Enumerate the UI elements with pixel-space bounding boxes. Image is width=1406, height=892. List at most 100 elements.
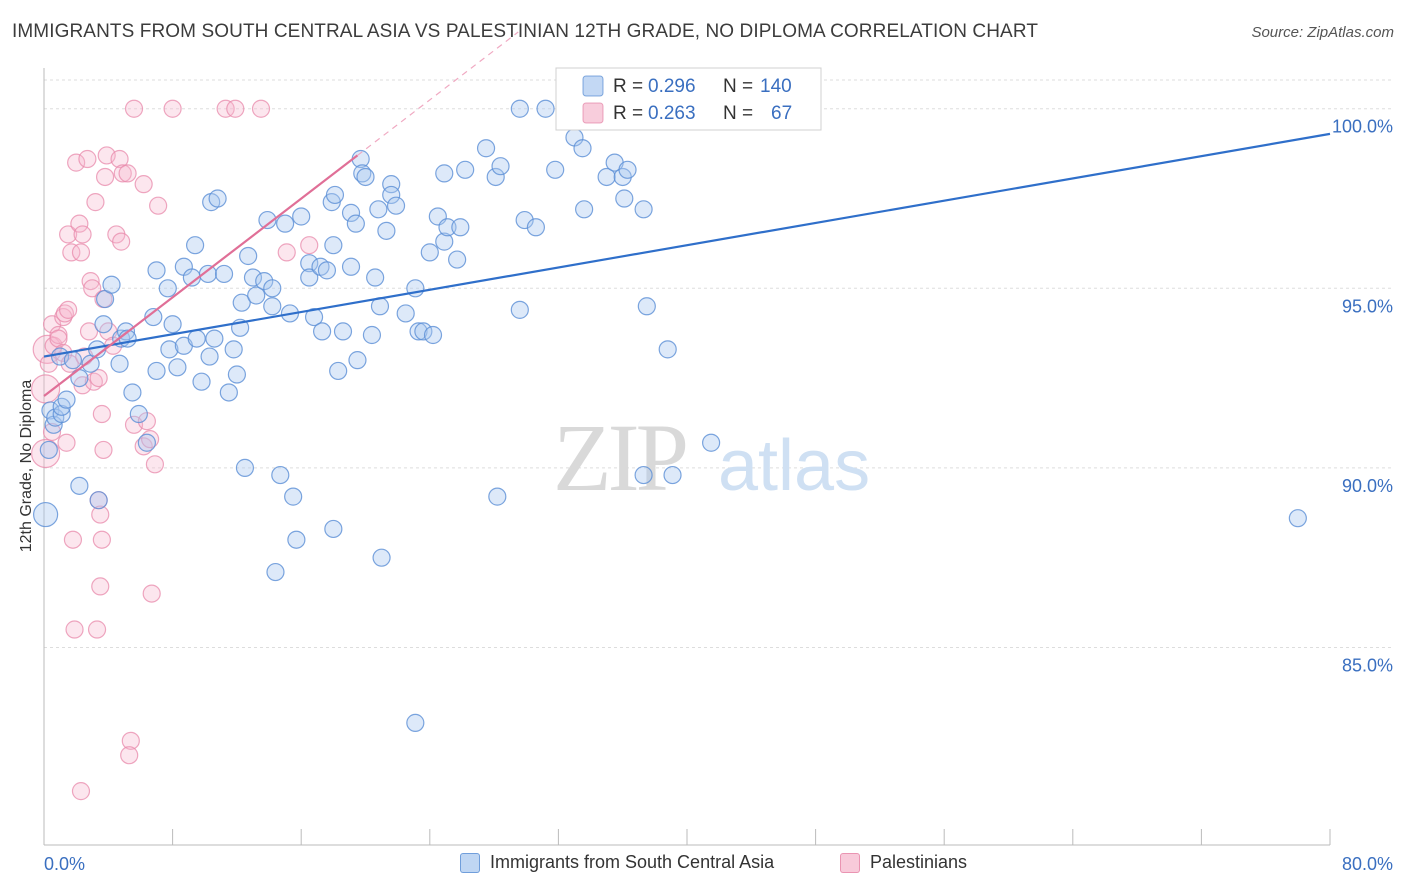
point-palestinians — [121, 731, 140, 750]
point-south-central-asia — [160, 340, 179, 359]
point-palestinians — [134, 175, 153, 194]
point-palestinians — [110, 149, 129, 169]
point-south-central-asia — [235, 458, 255, 477]
legend-item-south-central-asia: Immigrants from South Central Asia — [460, 852, 774, 873]
point-south-central-asia — [329, 361, 348, 381]
point-south-central-asia — [158, 279, 177, 298]
point-south-central-asia — [200, 347, 219, 366]
point-south-central-asia — [325, 185, 345, 205]
point-south-central-asia — [491, 157, 510, 176]
point-palestinians — [42, 422, 62, 442]
legend-swatch-pink — [582, 102, 604, 124]
point-south-central-asia — [102, 275, 121, 294]
point-south-central-asia — [634, 200, 653, 219]
point-palestinians — [57, 433, 76, 452]
chart-title: IMMIGRANTS FROM SOUTH CENTRAL ASIA VS PA… — [12, 21, 1039, 42]
trend-line-palestinians — [43, 154, 359, 397]
point-south-central-asia — [510, 99, 529, 118]
point-south-central-asia — [423, 325, 443, 345]
point-south-central-asia — [448, 250, 467, 269]
legend-swatch-palestinians — [840, 852, 860, 873]
point-south-central-asia — [70, 476, 89, 495]
legend-n-label-blue: N = — [723, 76, 753, 97]
legend-swatch-blue — [582, 75, 604, 97]
point-south-central-asia — [192, 372, 211, 391]
point-palestinians — [251, 99, 271, 118]
point-south-central-asia — [208, 189, 227, 208]
point-palestinians — [124, 99, 144, 118]
point-south-central-asia — [292, 207, 311, 226]
point-south-central-asia — [414, 322, 433, 341]
point-south-central-asia — [205, 329, 224, 348]
point-palestinians — [59, 300, 78, 319]
point-south-central-asia — [63, 351, 83, 370]
point-south-central-asia — [346, 214, 365, 233]
point-south-central-asia — [386, 196, 406, 215]
point-palestinians — [118, 164, 137, 183]
point-palestinians — [91, 577, 110, 596]
y-tick-label: 90.0% — [1342, 476, 1393, 496]
point-palestinians — [95, 167, 115, 187]
point-south-central-asia — [312, 322, 332, 341]
point-south-central-asia — [615, 189, 634, 208]
point-palestinians — [70, 214, 89, 233]
source-label: Source: ZipAtlas.com — [1251, 24, 1394, 41]
point-south-central-asia — [546, 160, 565, 179]
point-palestinians — [112, 232, 131, 251]
y-tick-label: 85.0% — [1342, 655, 1393, 675]
point-south-central-asia — [333, 322, 353, 341]
point-south-central-asia — [276, 214, 295, 233]
point-palestinians — [163, 99, 182, 118]
point-south-central-asia — [147, 261, 166, 280]
point-south-central-asia — [356, 167, 375, 187]
point-south-central-asia — [1288, 509, 1307, 528]
point-south-central-asia — [284, 487, 303, 506]
trend-line-south-central-asia — [43, 132, 1331, 358]
point-south-central-asia — [637, 297, 656, 316]
point-south-central-asia — [163, 315, 182, 334]
trend-lines — [43, 31, 1331, 397]
point-south-central-asia — [341, 257, 361, 276]
point-south-central-asia — [618, 160, 637, 179]
point-south-central-asia — [510, 300, 529, 319]
point-south-central-asia — [658, 340, 677, 359]
point-palestinians — [78, 149, 97, 169]
point-south-central-asia — [57, 390, 76, 409]
point-south-central-asia — [456, 160, 475, 179]
point-south-central-asia — [575, 200, 594, 219]
legend-swatch-south-central-asia — [460, 852, 480, 873]
point-south-central-asia — [382, 185, 401, 205]
point-south-central-asia — [219, 383, 238, 402]
y-tick-label: 95.0% — [1342, 296, 1393, 316]
point-palestinians — [86, 193, 105, 212]
point-palestinians — [145, 455, 165, 474]
legend-label-south-central-asia: Immigrants from South Central Asia — [490, 852, 775, 872]
legend-n-value-pink: 67 — [771, 103, 792, 124]
point-palestinians — [89, 368, 108, 388]
point-south-central-asia — [247, 286, 266, 305]
point-south-central-asia — [438, 218, 457, 237]
point-palestinians — [63, 530, 83, 549]
point-south-central-asia — [123, 383, 142, 402]
point-south-central-asia — [702, 433, 721, 452]
point-south-central-asia — [597, 167, 616, 187]
point-south-central-asia — [263, 279, 282, 298]
point-south-central-asia — [317, 261, 337, 280]
point-south-central-asia — [366, 268, 385, 287]
point-south-central-asia — [451, 218, 470, 237]
point-palestinians — [79, 322, 99, 341]
point-palestinians — [81, 272, 100, 291]
point-palestinians — [92, 404, 111, 424]
point-palestinians — [67, 153, 86, 172]
point-south-central-asia — [435, 232, 454, 251]
y-tick-label: 100.0% — [1332, 117, 1393, 137]
point-south-central-asia — [198, 264, 218, 284]
point-south-central-asia — [258, 210, 277, 230]
point-south-central-asia — [476, 139, 496, 158]
point-south-central-asia — [369, 200, 388, 219]
point-south-central-asia — [214, 264, 234, 284]
point-south-central-asia — [232, 293, 251, 312]
point-south-central-asia — [300, 254, 319, 273]
point-south-central-asia — [144, 307, 163, 327]
point-south-central-asia — [52, 404, 71, 424]
